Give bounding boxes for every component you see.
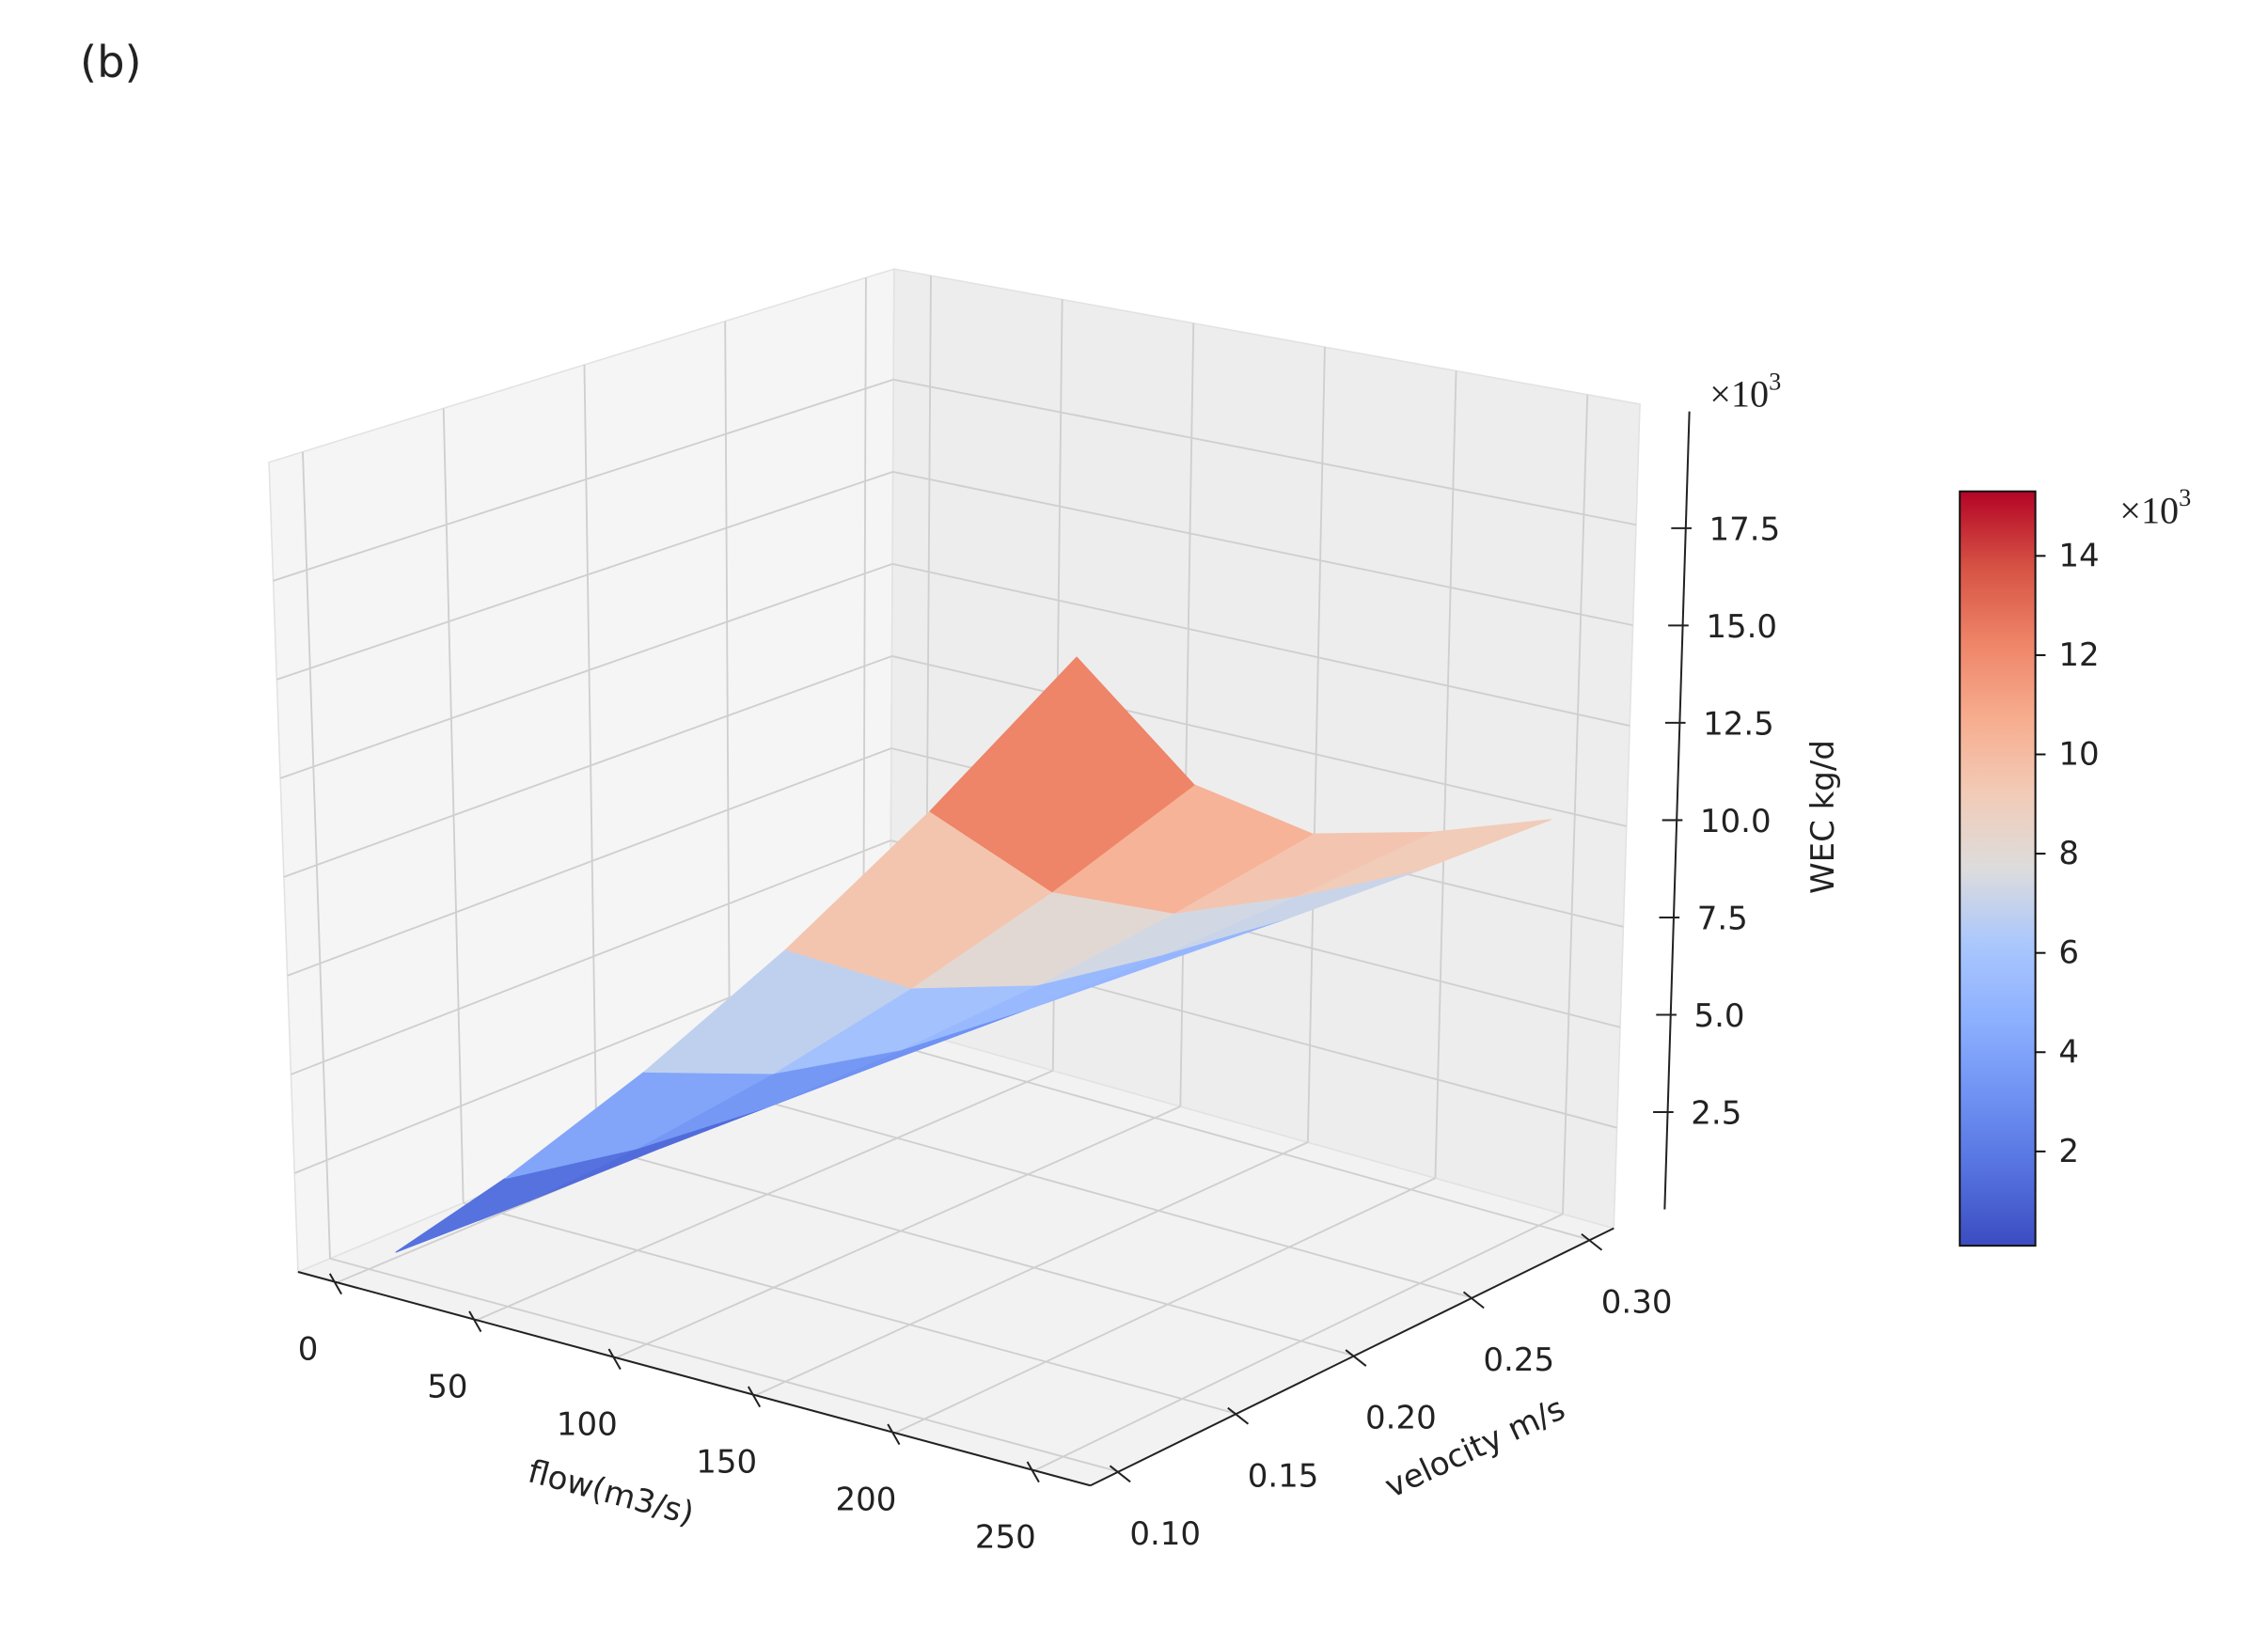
z-tick-label: 10.0 <box>1700 803 1772 840</box>
surface <box>395 656 1551 1253</box>
grid-line <box>615 1106 1181 1359</box>
x-tick <box>747 1386 762 1408</box>
x-tick-label: 100 <box>557 1405 618 1443</box>
colorbar-tick-label: 2 <box>2058 1133 2079 1170</box>
surface-facet <box>929 656 1195 893</box>
x-axis-label: flow(m3/s) <box>524 1452 698 1532</box>
x-tick-label: 250 <box>975 1518 1036 1556</box>
grid-line <box>583 365 598 1148</box>
z-multiplier: ×103 <box>1709 368 1781 416</box>
colorbar-tick-label: 8 <box>2058 835 2079 872</box>
x-tick <box>887 1423 901 1446</box>
y-tick-label: 0.15 <box>1248 1457 1319 1495</box>
grid-line <box>476 1070 1054 1322</box>
z-tick-label: 15.0 <box>1706 608 1777 646</box>
y-tick <box>1109 1465 1131 1483</box>
colorbar-tick-label: 10 <box>2058 736 2099 774</box>
grid-line <box>302 451 331 1259</box>
multiplier-base: ×10 <box>2119 490 2179 532</box>
multiplier-base: ×10 <box>1709 373 1769 416</box>
y-tick <box>1462 1291 1485 1310</box>
grid-line <box>724 321 732 1092</box>
colorbar-tick-label: 6 <box>2058 934 2079 972</box>
axes: 0 50 100 150 200 250 0.10 0.15 0.20 0.25 0.30 2.5 5.… <box>297 411 1781 1556</box>
grid-line <box>283 655 892 878</box>
y-tick-label: 0.20 <box>1365 1400 1437 1437</box>
grid-line <box>1434 370 1457 1179</box>
colorbar-tick-label: 12 <box>2058 636 2099 674</box>
y-tick-label: 0.30 <box>1601 1283 1673 1321</box>
z-tick-label: 12.5 <box>1703 706 1774 744</box>
grid-line <box>1179 322 1195 1107</box>
grid-line <box>893 378 1637 526</box>
grid-line <box>862 1035 1591 1241</box>
grid-line <box>596 1146 1355 1357</box>
grid-line <box>891 562 1630 727</box>
colorbar: 2 4 6 8 10 12 14 <box>1959 490 2100 1247</box>
y-axis-line <box>1090 1227 1614 1487</box>
x-tick-label: 200 <box>836 1481 897 1518</box>
z-axis-label: WEC kg/d <box>1804 740 1842 894</box>
grid-line <box>1562 394 1589 1215</box>
x-tick-label: 0 <box>298 1330 319 1368</box>
grid-line <box>329 1257 1119 1473</box>
colorbar-multiplier: ×103 <box>2119 484 2191 532</box>
panel-label: (b) <box>80 37 142 87</box>
y-tick <box>1345 1349 1367 1367</box>
grid-line <box>729 1090 1473 1299</box>
y-tick-label: 0.10 <box>1129 1515 1201 1553</box>
y-tick <box>1581 1232 1603 1251</box>
grid-line <box>463 1201 1237 1415</box>
multiplier-exponent: 3 <box>1769 368 1781 395</box>
colorbar-tick-label: 4 <box>2058 1033 2079 1071</box>
z-tick-label: 5.0 <box>1693 997 1744 1035</box>
grid-line <box>894 1177 1436 1435</box>
grid-line <box>891 655 1628 827</box>
z-axis-line <box>1663 411 1691 1210</box>
grid-line <box>1033 1213 1564 1472</box>
colorbar-tick-label: 14 <box>2058 537 2099 574</box>
y-tick <box>1227 1406 1250 1425</box>
x-tick-label: 50 <box>427 1368 467 1405</box>
y-tick-label: 0.25 <box>1483 1341 1554 1379</box>
x-tick <box>468 1310 482 1333</box>
grid-line <box>279 563 893 779</box>
grid-line <box>291 839 891 1075</box>
grid-line <box>755 1141 1309 1397</box>
colorbar-gradient <box>1959 490 2037 1247</box>
z-tick-label: 2.5 <box>1691 1095 1741 1133</box>
x-tick <box>1026 1461 1040 1483</box>
z-tick-label: 17.5 <box>1709 510 1781 548</box>
x-axis-line <box>297 1271 1091 1487</box>
x-tick-label: 150 <box>696 1443 757 1481</box>
grid-line <box>273 378 894 582</box>
grid-line <box>287 747 892 977</box>
z-tick-label: 7.5 <box>1697 901 1748 938</box>
x-tick <box>607 1348 622 1371</box>
grid-line <box>892 470 1633 627</box>
x-tick <box>328 1273 343 1295</box>
grid-line <box>276 470 893 681</box>
multiplier-exponent: 3 <box>2179 484 2191 511</box>
grid-line <box>1306 347 1326 1143</box>
grid-line <box>442 408 465 1203</box>
